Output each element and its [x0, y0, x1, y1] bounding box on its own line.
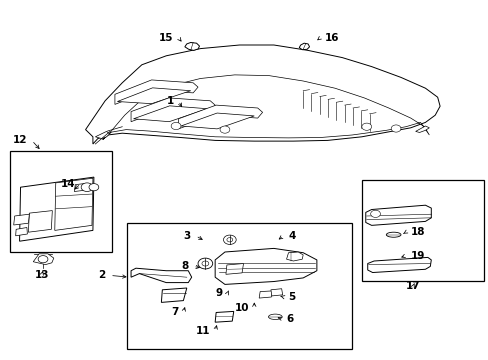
Circle shape: [198, 258, 212, 269]
Text: 15: 15: [159, 33, 173, 43]
Text: 18: 18: [410, 227, 425, 237]
Text: 10: 10: [234, 303, 249, 313]
Polygon shape: [286, 252, 303, 261]
Polygon shape: [131, 268, 191, 283]
Circle shape: [370, 210, 380, 217]
Text: 19: 19: [410, 251, 424, 261]
Polygon shape: [14, 214, 29, 225]
Polygon shape: [85, 45, 439, 144]
Text: 16: 16: [325, 33, 339, 43]
Polygon shape: [20, 177, 94, 241]
Polygon shape: [365, 205, 430, 225]
Ellipse shape: [386, 232, 400, 237]
Circle shape: [38, 256, 48, 263]
Text: 8: 8: [181, 261, 188, 271]
Polygon shape: [181, 113, 254, 129]
Text: 9: 9: [215, 288, 222, 298]
Polygon shape: [178, 105, 262, 129]
Ellipse shape: [268, 314, 282, 320]
Polygon shape: [270, 289, 282, 296]
Polygon shape: [33, 254, 54, 265]
Text: 6: 6: [285, 314, 293, 324]
Polygon shape: [215, 311, 233, 322]
Text: 4: 4: [288, 231, 295, 241]
Circle shape: [171, 122, 181, 130]
Polygon shape: [55, 178, 93, 230]
Circle shape: [361, 123, 371, 130]
Text: 7: 7: [171, 307, 178, 318]
Text: 11: 11: [195, 326, 210, 336]
Polygon shape: [74, 184, 84, 192]
Circle shape: [390, 125, 400, 132]
Circle shape: [202, 261, 208, 266]
Polygon shape: [102, 75, 428, 140]
Text: 14: 14: [61, 179, 76, 189]
Circle shape: [226, 238, 232, 242]
Polygon shape: [161, 288, 186, 302]
Bar: [10, 151, 112, 252]
Circle shape: [223, 235, 236, 244]
Polygon shape: [28, 211, 52, 232]
Polygon shape: [133, 106, 207, 122]
Text: 5: 5: [288, 292, 295, 302]
Polygon shape: [215, 248, 316, 284]
Bar: [361, 180, 483, 281]
Polygon shape: [184, 42, 199, 50]
Bar: [127, 223, 351, 349]
Polygon shape: [259, 291, 272, 298]
Polygon shape: [367, 257, 430, 273]
Text: 2: 2: [98, 270, 105, 280]
Circle shape: [220, 126, 229, 133]
Polygon shape: [131, 98, 215, 122]
Polygon shape: [115, 80, 198, 104]
Text: 1: 1: [166, 96, 173, 106]
Text: 17: 17: [405, 281, 420, 291]
Polygon shape: [299, 43, 309, 50]
Text: 3: 3: [183, 231, 190, 241]
Text: 12: 12: [12, 135, 27, 145]
Polygon shape: [415, 126, 428, 132]
Circle shape: [81, 183, 93, 192]
Polygon shape: [95, 131, 109, 139]
Polygon shape: [225, 264, 243, 274]
Text: 13: 13: [34, 270, 49, 280]
Circle shape: [89, 184, 99, 191]
Polygon shape: [117, 88, 190, 104]
Polygon shape: [16, 228, 27, 236]
